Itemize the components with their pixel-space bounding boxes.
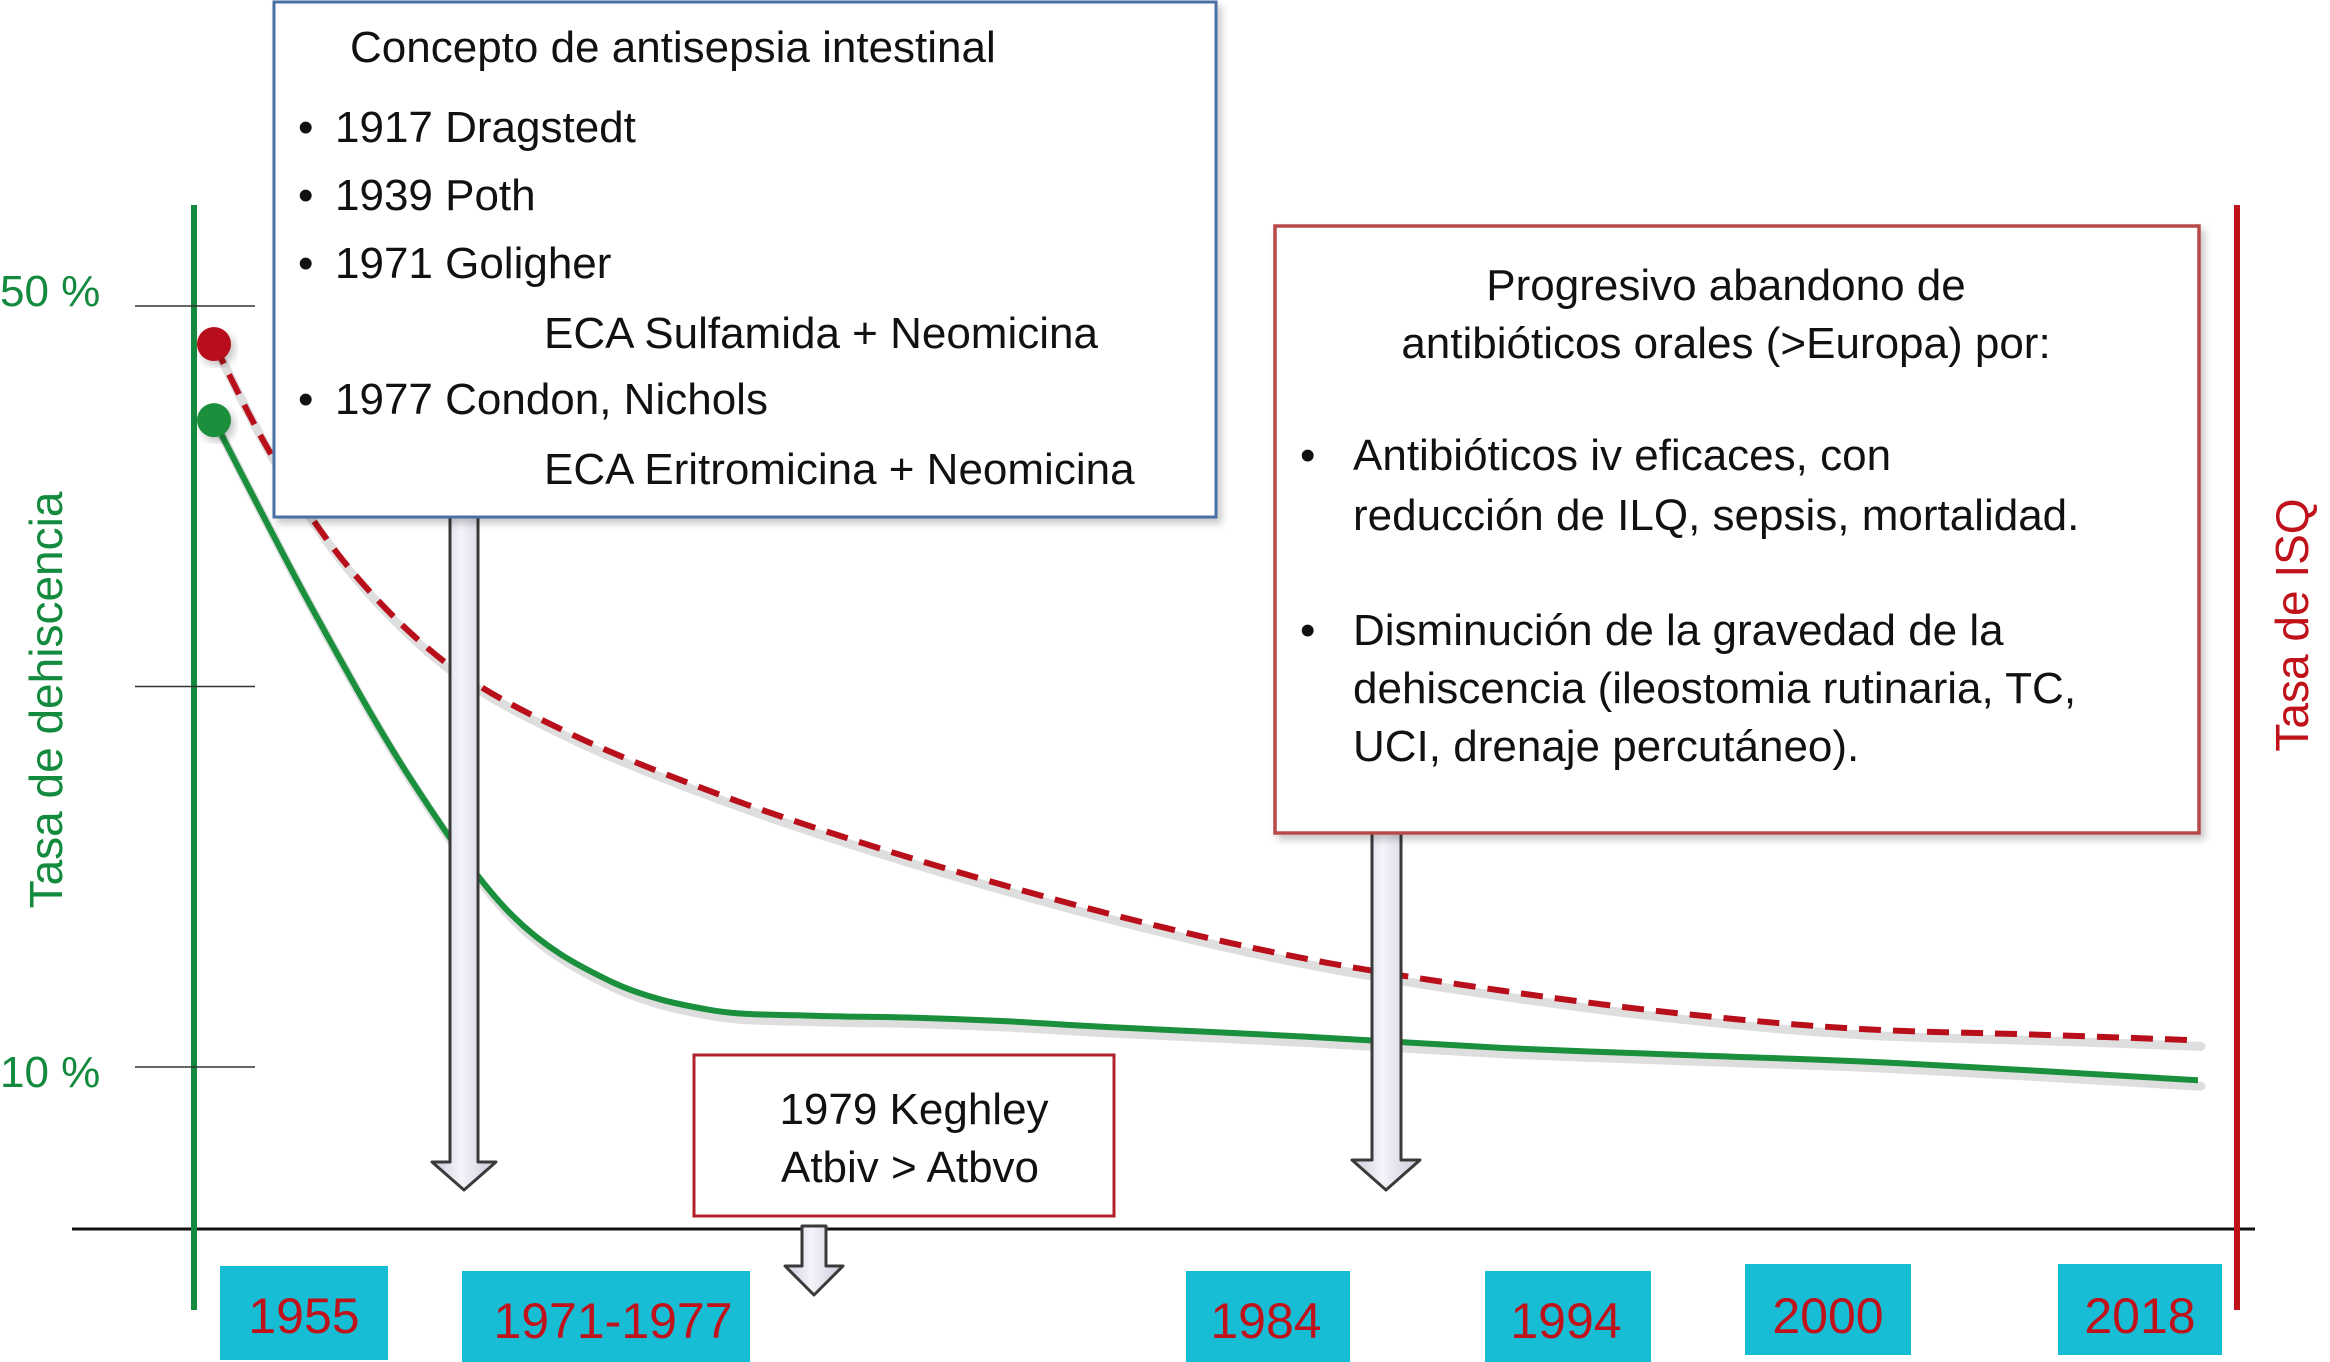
abandon-bullet-1-dot: • bbox=[1300, 431, 1315, 480]
year-box-2000: 2000 bbox=[1745, 1264, 1911, 1355]
antisepsis-box-title: Concepto de antisepsia intestinal bbox=[350, 23, 996, 72]
dehiscence-rate-line bbox=[211, 418, 2199, 1084]
year-box-1955: 1955 bbox=[220, 1266, 388, 1360]
abandon-bullet-2-dot: • bbox=[1300, 606, 1315, 655]
antisepsis-bullet-3: • bbox=[298, 239, 313, 288]
keghley-line-2: Atbiv > Atbvo bbox=[781, 1143, 1039, 1192]
antisepsis-bullet-2: • bbox=[298, 171, 313, 220]
keghley-info-box: 1979 Keghley Atbiv > Atbvo bbox=[692, 1053, 1116, 1218]
year-label-1955: 1955 bbox=[248, 1288, 359, 1344]
series-layer bbox=[197, 327, 2206, 1091]
antisepsis-item-4-detail: ECA Eritromicina + Neomicina bbox=[544, 445, 1135, 494]
right-axis-title: Tasa de ISQ bbox=[2266, 498, 2318, 751]
year-label-2018: 2018 bbox=[2084, 1288, 2195, 1344]
abandon-bullet-1-line-2: reducción de ILQ, sepsis, mortalidad. bbox=[1353, 491, 2079, 540]
antisepsis-item-1: 1917 Dragstedt bbox=[335, 103, 636, 152]
left-axis-title: Tasa de dehiscencia bbox=[20, 491, 72, 908]
antisepsis-bullet-1: • bbox=[298, 103, 313, 152]
tick-label-50: 50 % bbox=[0, 267, 100, 316]
dehiscence-rate-start-point bbox=[197, 403, 231, 438]
arrow-1984 bbox=[1350, 828, 1422, 1192]
year-box-1984: 1984 bbox=[1186, 1271, 1350, 1362]
abandon-bullet-1-line-1: Antibióticos iv eficaces, con bbox=[1353, 431, 1891, 480]
year-label-1994: 1994 bbox=[1510, 1293, 1621, 1349]
antisepsis-item-3: 1971 Goligher bbox=[335, 239, 611, 288]
arrow-1979 bbox=[783, 1224, 845, 1297]
year-label-1971-1977: 1971-1977 bbox=[493, 1293, 732, 1349]
year-box-2018: 2018 bbox=[2058, 1264, 2222, 1355]
antisepsis-item-2: 1939 Poth bbox=[335, 171, 536, 220]
year-box-1994: 1994 bbox=[1485, 1271, 1651, 1362]
isq-rate-start-point bbox=[197, 327, 231, 362]
year-labels: 1955 1971-1977 1984 1994 2000 2018 bbox=[220, 1264, 2222, 1362]
antisepsis-item-4: 1977 Condon, Nichols bbox=[335, 375, 768, 424]
year-label-2000: 2000 bbox=[1772, 1288, 1883, 1344]
year-box-1971-1977: 1971-1977 bbox=[462, 1271, 750, 1362]
antisepsis-bullet-4: • bbox=[298, 375, 313, 424]
abandon-box-title-2: antibióticos orales (>Europa) por: bbox=[1401, 319, 2050, 368]
left-axis-ticks bbox=[135, 305, 255, 1068]
tick-label-10: 10 % bbox=[0, 1048, 100, 1097]
arrow-1971 bbox=[430, 465, 498, 1192]
year-label-1984: 1984 bbox=[1210, 1293, 1321, 1349]
keghley-line-1: 1979 Keghley bbox=[779, 1085, 1048, 1134]
abandon-bullet-2-line-3: UCI, drenaje percutáneo). bbox=[1353, 722, 1859, 771]
antisepsis-item-3-detail: ECA Sulfamida + Neomicina bbox=[544, 309, 1098, 358]
abandon-bullet-2-line-1: Disminución de la gravedad de la bbox=[1353, 606, 2004, 655]
abandon-info-box: Progresivo abandono de antibióticos oral… bbox=[1273, 224, 2201, 835]
abandon-bullet-2-line-2: dehiscencia (ileostomia rutinaria, TC, bbox=[1353, 664, 2076, 713]
antisepsis-info-box: Concepto de antisepsia intestinal • 1917… bbox=[272, 0, 1218, 519]
abandon-box-title-1: Progresivo abandono de bbox=[1486, 261, 1965, 310]
